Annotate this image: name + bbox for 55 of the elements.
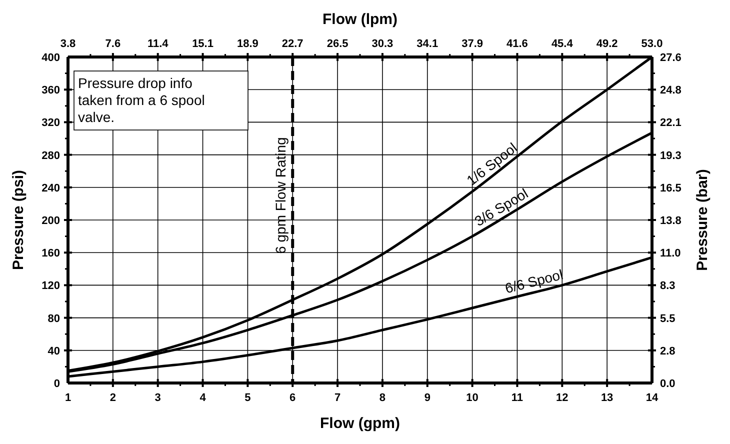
y2-tick-label: 19.3 — [660, 150, 682, 162]
x2-tick-label: 41.6 — [506, 38, 528, 50]
y-tick-label: 80 — [48, 312, 60, 325]
x-axis-title: Flow (gpm) — [320, 415, 400, 432]
y-tick-label: 280 — [42, 150, 60, 162]
x-tick-label: 4 — [200, 392, 207, 404]
x2-tick-label: 18.9 — [236, 38, 258, 50]
y2-tick-label: 22.1 — [660, 117, 682, 130]
x2-tick-label: 26.5 — [326, 38, 348, 50]
y-tick-label: 200 — [42, 215, 60, 227]
x-tick-label: 12 — [556, 392, 568, 404]
x-tick-label: 10 — [466, 392, 478, 404]
y2-tick-label: 27.6 — [660, 52, 682, 64]
y2-tick-label: 5.5 — [660, 312, 676, 325]
y2-tick-label: 2.8 — [660, 345, 676, 358]
x2-tick-label: 22.7 — [282, 38, 304, 50]
y-tick-label: 40 — [48, 345, 60, 358]
x2-tick-label: 53.0 — [641, 38, 663, 50]
y-tick-label: 240 — [42, 182, 60, 194]
x2-tick-label: 15.1 — [192, 38, 214, 50]
y2-tick-label: 0.0 — [660, 378, 676, 390]
x-tick-label: 1 — [64, 392, 72, 404]
y-tick-label: 0 — [54, 378, 60, 390]
x2-tick-label: 34.1 — [416, 38, 438, 50]
y2-tick-label: 11.0 — [660, 248, 681, 260]
x-tick-label: 3 — [154, 392, 161, 404]
y-tick-label: 320 — [42, 117, 60, 130]
x-tick-label: 2 — [110, 392, 116, 404]
y-tick-label: 160 — [42, 248, 60, 260]
x2-axis-title: Flow (lpm) — [322, 11, 398, 28]
x2-tick-label: 30.3 — [372, 38, 394, 50]
y2-tick-label: 16.5 — [660, 182, 682, 194]
y-tick-label: 400 — [42, 52, 60, 64]
y-tick-label: 120 — [42, 280, 60, 292]
x-tick-label: 13 — [600, 392, 614, 404]
x-tick-label: 11 — [511, 392, 524, 404]
x-tick-label: 6 — [290, 392, 296, 404]
y2-tick-label: 13.8 — [660, 214, 682, 227]
x2-tick-label: 7.6 — [105, 38, 121, 50]
x2-tick-label: 37.9 — [462, 38, 484, 50]
y-axis-title: Pressure (psi) — [10, 170, 27, 270]
y-tick-label: 360 — [42, 84, 60, 97]
y2-tick-label: 24.8 — [660, 84, 682, 97]
x-tick-label: 7 — [334, 392, 341, 404]
y2-tick-label: 8.3 — [660, 280, 676, 292]
x-tick-label: 9 — [424, 392, 430, 404]
x-tick-label: 8 — [379, 392, 386, 404]
annotation: Pressure drop info taken from a 6 spool valve. — [78, 75, 205, 125]
x2-tick-label: 45.4 — [551, 38, 574, 50]
x-tick-label: 5 — [244, 392, 251, 404]
x2-tick-label: 49.2 — [596, 38, 618, 50]
x-tick-label: 14 — [646, 392, 659, 404]
x2-tick-label: 3.8 — [60, 38, 76, 50]
y2-axis-title: Pressure (bar) — [694, 169, 711, 271]
x2-tick-label: 11.4 — [147, 38, 170, 50]
